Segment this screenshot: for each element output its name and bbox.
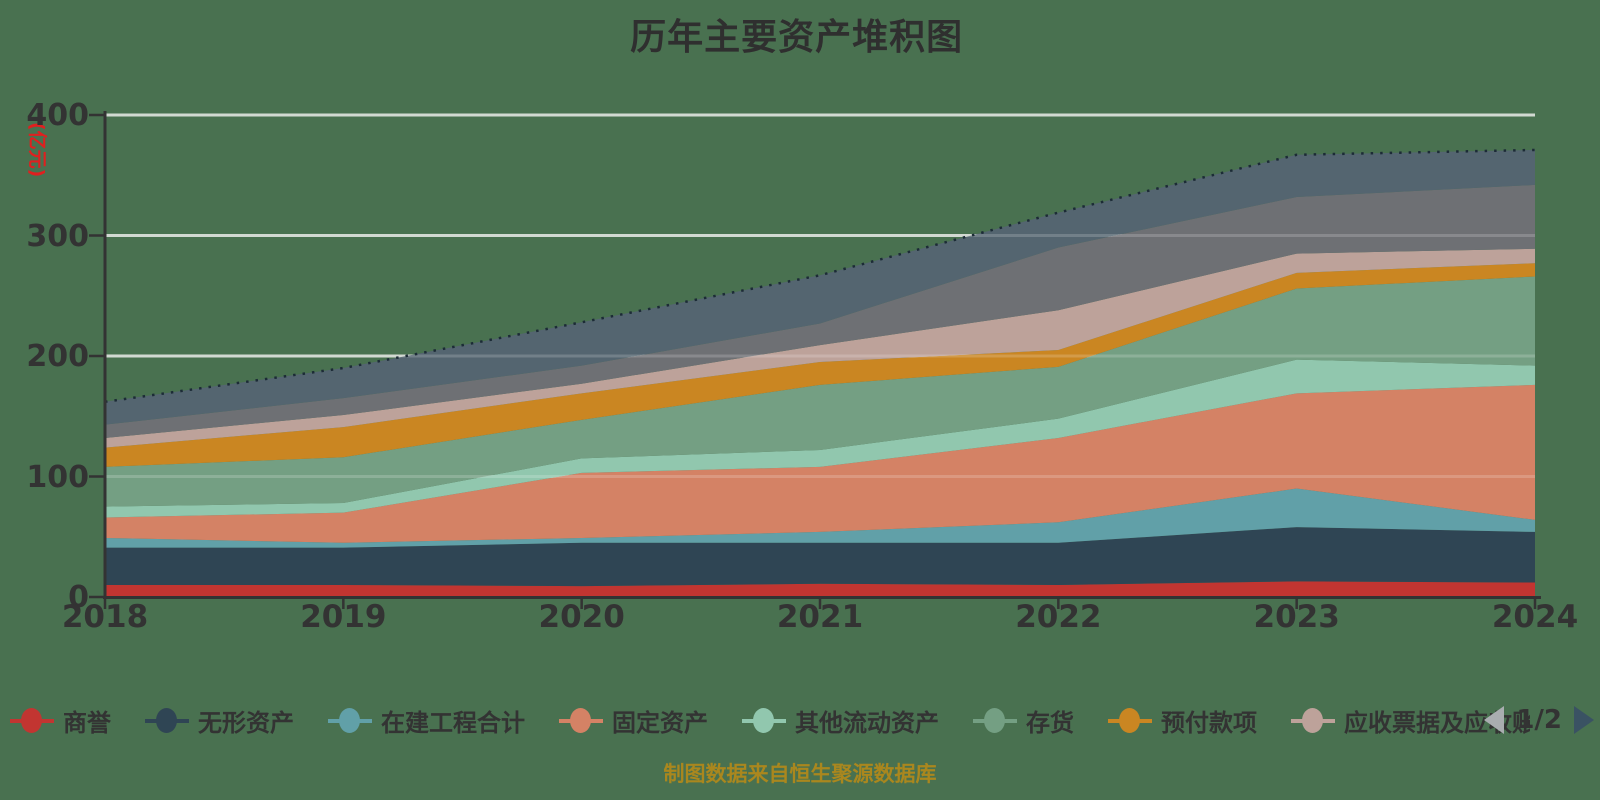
area-series-7-应收票据及应收账[interactable] <box>105 248 1535 448</box>
legend-label: 固定资产 <box>612 708 708 737</box>
y-axis-label-200: 200 <box>26 339 89 374</box>
y-axis-label-300: 300 <box>26 218 89 254</box>
legend-line-circle-icon <box>10 707 54 733</box>
legend-prev-page-icon[interactable] <box>1484 706 1505 734</box>
legend-line-circle-icon <box>1108 707 1152 733</box>
legend-label: 在建工程合计 <box>381 708 525 737</box>
x-axis-label-2023: 2023 <box>1253 599 1340 635</box>
y-axis-label-100: 100 <box>26 459 89 495</box>
data-source-caption: 制图数据来自恒生聚源数据库 <box>663 762 937 786</box>
x-axis-label-2024: 2024 <box>1491 599 1579 635</box>
area-series-8[interactable] <box>105 184 1535 438</box>
legend-label: 无形资产 <box>198 708 294 737</box>
area-series-9[interactable] <box>105 149 1535 425</box>
legend-line-circle-icon <box>328 707 372 733</box>
area-series-6-预付款项[interactable] <box>105 263 1535 467</box>
x-axis-label-2020: 2020 <box>538 599 625 635</box>
area-series-5-存货[interactable] <box>105 276 1535 507</box>
legend-item-5-存货[interactable]: 存货 <box>973 703 1074 738</box>
legend: 商誉 无形资产 在建工程合计 固定资产 其他流动资产 存货 预付款项 应收票据及应收账 <box>10 698 1530 742</box>
legend-item-4-其他流动资产[interactable]: 其他流动资产 <box>742 703 939 738</box>
legend-pagination: 1/2 <box>1484 698 1594 742</box>
area-series-0-商誉[interactable] <box>105 581 1535 597</box>
legend-line-circle-icon <box>145 707 189 733</box>
legend-line-circle-icon <box>742 707 786 733</box>
area-series-2-在建工程合计[interactable] <box>105 488 1535 548</box>
legend-label: 其他流动资产 <box>795 708 939 737</box>
chart-title: 历年主要资产堆积图 <box>630 17 964 58</box>
area-series-4-其他流动资产[interactable] <box>105 359 1535 518</box>
x-axis-label-2021: 2021 <box>776 599 864 635</box>
legend-page-indicator: 1/2 <box>1516 705 1562 735</box>
legend-label: 存货 <box>1026 708 1074 737</box>
legend-item-3-固定资产[interactable]: 固定资产 <box>559 703 708 738</box>
area-series-1-无形资产[interactable] <box>105 527 1535 587</box>
legend-next-page-icon[interactable] <box>1574 706 1594 734</box>
legend-item-0-商誉[interactable]: 商誉 <box>10 703 111 738</box>
legend-line-circle-icon <box>973 707 1017 733</box>
legend-item-6-预付款项[interactable]: 预付款项 <box>1108 703 1257 738</box>
x-axis-label-2019: 2019 <box>300 599 387 635</box>
area-series-3-固定资产[interactable] <box>105 384 1535 543</box>
y-axis-label-400: 400 <box>26 98 89 133</box>
stack-top-dotted-line <box>104 148 1536 404</box>
y-axis-label-0: 0 <box>68 580 89 615</box>
legend-line-circle-icon <box>1291 707 1335 733</box>
legend-label: 预付款项 <box>1161 708 1257 737</box>
x-axis-label-2022: 2022 <box>1015 599 1102 635</box>
x-axis-label-2018: 2018 <box>61 599 149 635</box>
legend-label: 商誉 <box>63 708 111 737</box>
legend-item-1-无形资产[interactable]: 无形资产 <box>145 703 294 738</box>
legend-line-circle-icon <box>559 707 603 733</box>
legend-item-2-在建工程合计[interactable]: 在建工程合计 <box>328 703 525 738</box>
